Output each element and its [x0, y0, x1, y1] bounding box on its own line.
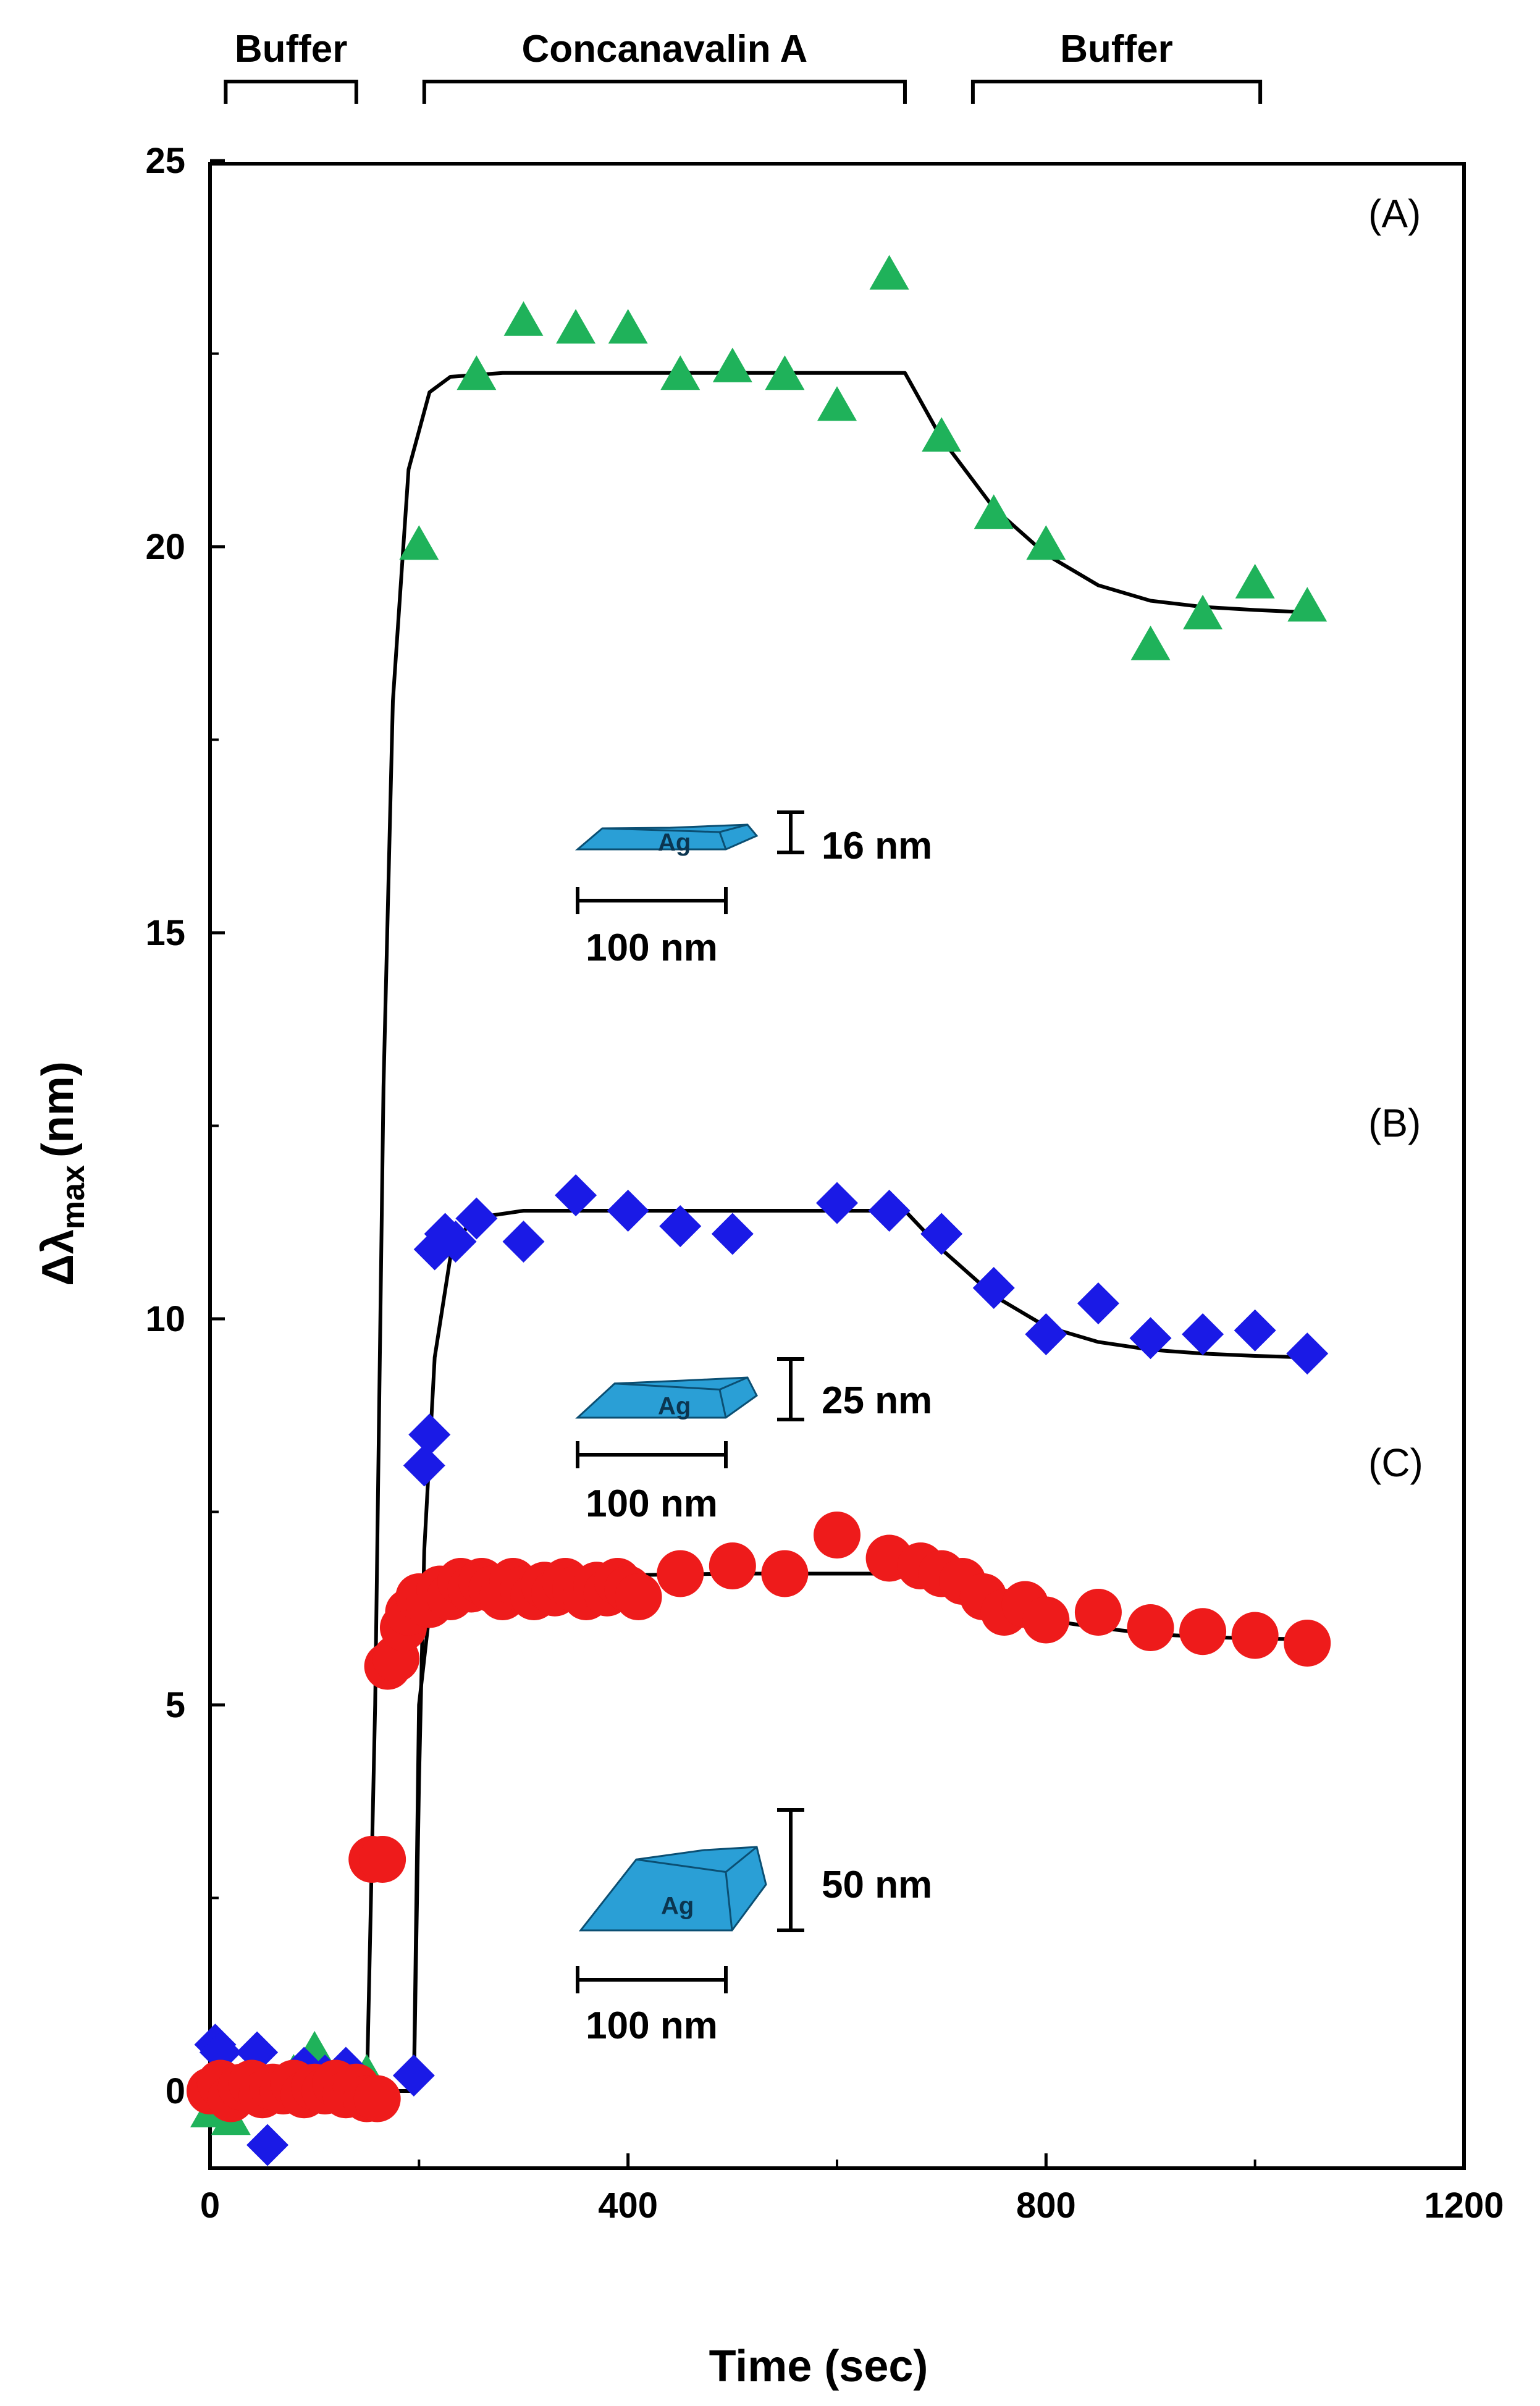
data-point-a	[974, 494, 1014, 529]
data-point-a	[817, 386, 857, 421]
x-tick-label: 0	[200, 2185, 220, 2226]
data-point-a	[457, 355, 497, 390]
panel-label-c: (C)	[1368, 1441, 1423, 1485]
data-point-c	[1022, 1596, 1070, 1644]
data-point-b	[434, 1221, 477, 1263]
data-point-b	[711, 1213, 754, 1255]
y-tick-label: 25	[145, 141, 185, 181]
data-point-c	[1179, 1608, 1227, 1655]
phase-bracket	[422, 80, 907, 104]
data-point-b	[1129, 1317, 1172, 1360]
data-point-a	[1130, 625, 1171, 660]
data-point-a	[1287, 587, 1328, 622]
data-point-c	[1284, 1620, 1331, 1667]
nanoprism-edge	[725, 1872, 733, 1931]
data-point-b	[868, 1190, 911, 1232]
y-axis-label: Δλmax (nm)	[33, 1061, 91, 1286]
nanoprism-edge	[718, 831, 727, 850]
x-tick-label: 1200	[1424, 2185, 1504, 2226]
data-point-c	[615, 1573, 662, 1620]
data-point-c	[814, 1512, 860, 1558]
nanoprism-edge	[718, 1389, 727, 1418]
data-point-b	[502, 1221, 545, 1263]
panel-label-a: (A)	[1368, 191, 1421, 236]
phase-brackets: Buffer Concanavalin A Buffer	[224, 28, 1263, 104]
height-label: 25 nm	[822, 1379, 932, 1422]
y-axis-label-main: Δλ	[33, 1229, 83, 1286]
data-point-b	[1286, 1332, 1329, 1375]
data-point-a	[765, 355, 805, 390]
data-point-b	[816, 1182, 858, 1224]
scale-label: 100 nm	[586, 2004, 718, 2047]
scale-label: 100 nm	[586, 927, 718, 969]
data-point-b	[246, 2124, 289, 2166]
data-point-b	[1025, 1313, 1067, 1355]
data-point-a	[660, 355, 701, 390]
data-point-b	[1077, 1282, 1119, 1324]
phase-label: Buffer	[235, 28, 348, 70]
y-tick-label: 0	[166, 2071, 185, 2111]
data-point-c	[761, 1550, 809, 1597]
data-point-a	[399, 525, 439, 560]
data-point-c	[353, 2075, 401, 2122]
data-point-a	[608, 309, 648, 344]
data-point-b	[555, 1174, 597, 1216]
data-point-b	[455, 1197, 498, 1240]
x-tick-label: 400	[598, 2185, 658, 2226]
scale-label: 100 nm	[586, 1483, 718, 1525]
nanoprism-metal-label: Ag	[658, 1393, 691, 1420]
y-tick-label: 20	[145, 527, 185, 567]
x-tick-label: 800	[1016, 2185, 1076, 2226]
height-label: 50 nm	[822, 1864, 932, 1906]
data-point-b	[920, 1213, 963, 1255]
data-point-c	[1074, 1589, 1122, 1636]
data-point-b	[1182, 1313, 1224, 1355]
data-point-b	[607, 1190, 649, 1232]
data-point-a	[1026, 525, 1066, 560]
nanoprism-insets: Ag 16 nm 100 nm Ag 25 nm 100 nm Ag 50 nm 100 nm	[574, 810, 932, 2047]
data-point-b	[1234, 1309, 1276, 1352]
data-point-a	[503, 301, 544, 336]
data-point-a	[712, 347, 752, 382]
data-point-c	[709, 1542, 756, 1589]
data-point-b	[392, 2055, 435, 2097]
nanoprism-metal-label: Ag	[661, 1893, 694, 1920]
data-point-b	[403, 1444, 445, 1487]
data-point-c	[657, 1550, 704, 1597]
fit-lines	[210, 371, 1308, 2093]
data-point-a	[1183, 594, 1223, 629]
height-label: 16 nm	[822, 825, 932, 867]
y-axis-label-unit: (nm)	[33, 1061, 83, 1158]
y-tick-label: 10	[145, 1299, 185, 1339]
data-markers	[187, 254, 1331, 2166]
nanoprism-metal-label: Ag	[658, 829, 691, 856]
phase-bracket	[224, 80, 358, 104]
data-point-a	[922, 417, 962, 452]
y-tick-label: 15	[145, 913, 185, 953]
fit-line	[210, 371, 1308, 2093]
y-axis-label-sub: max	[56, 1165, 91, 1229]
data-point-c	[359, 1836, 406, 1883]
data-point-a	[869, 254, 909, 290]
phase-bracket	[970, 80, 1263, 104]
data-point-a	[556, 309, 596, 344]
phase-label: Concanavalin A	[521, 28, 807, 70]
data-point-c	[1231, 1612, 1279, 1659]
data-point-b	[972, 1267, 1015, 1309]
data-point-c	[1127, 1604, 1174, 1651]
data-point-b	[659, 1205, 702, 1247]
data-point-a	[1235, 563, 1275, 599]
data-point-b	[408, 1413, 451, 1456]
panel-label-b: (B)	[1368, 1101, 1421, 1145]
phase-label: Buffer	[1060, 28, 1173, 70]
axis-ticks: 0 400 800 1200 0 5 10 15 20 25	[145, 141, 1504, 2226]
y-tick-label: 5	[166, 1685, 185, 1725]
x-axis-label: Time (sec)	[709, 2342, 928, 2391]
